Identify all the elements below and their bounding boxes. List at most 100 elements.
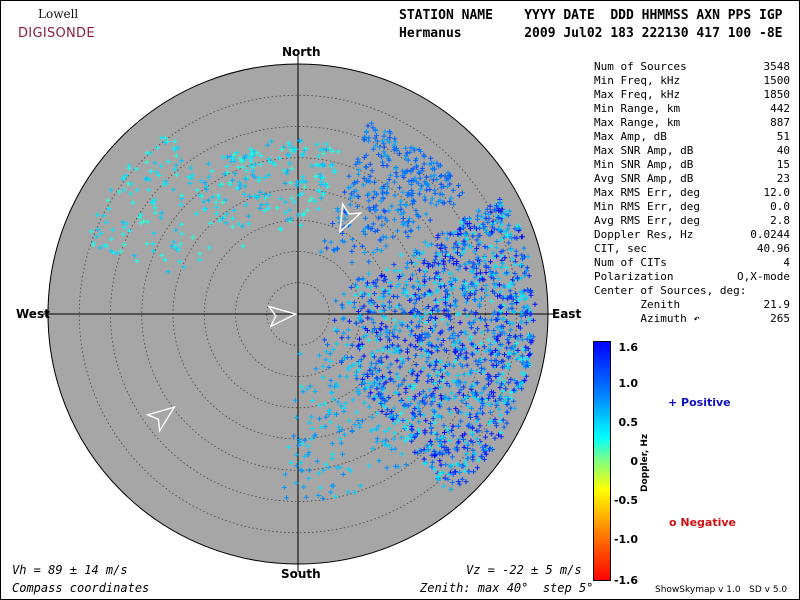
source-point xyxy=(396,273,402,279)
source-point xyxy=(399,252,404,258)
source-point xyxy=(317,402,323,408)
source-point xyxy=(312,432,318,438)
source-point xyxy=(296,437,302,443)
source-point xyxy=(101,242,107,248)
source-point xyxy=(526,353,532,358)
source-point xyxy=(507,284,513,289)
source-point xyxy=(344,342,350,348)
source-point xyxy=(501,234,507,240)
source-point xyxy=(424,331,430,337)
source-point xyxy=(313,366,319,372)
source-point xyxy=(387,280,393,285)
source-point xyxy=(437,470,443,476)
source-point xyxy=(511,309,517,315)
source-point xyxy=(351,243,357,249)
source-point xyxy=(427,217,433,223)
source-point xyxy=(386,299,392,305)
source-point xyxy=(403,402,409,408)
source-point xyxy=(526,273,532,279)
source-point xyxy=(321,162,327,168)
source-point xyxy=(349,342,355,348)
source-point xyxy=(525,335,531,341)
source-point xyxy=(458,410,464,415)
source-point xyxy=(485,219,491,225)
source-point xyxy=(416,170,422,176)
source-point xyxy=(262,192,268,197)
source-point xyxy=(188,165,194,171)
source-point xyxy=(382,404,388,410)
source-point xyxy=(340,316,346,322)
source-point xyxy=(408,228,414,234)
source-point xyxy=(193,211,199,217)
source-point xyxy=(441,483,447,489)
source-point xyxy=(288,147,294,153)
source-point xyxy=(429,350,435,356)
source-point xyxy=(248,156,254,162)
source-point xyxy=(405,403,411,409)
source-point xyxy=(474,436,480,442)
source-point xyxy=(457,380,463,386)
source-point xyxy=(387,287,393,293)
source-point xyxy=(149,199,155,205)
source-point xyxy=(179,193,185,199)
source-point xyxy=(424,359,430,365)
source-point xyxy=(487,232,493,238)
stat-value: 0.0244 xyxy=(750,228,790,241)
source-point xyxy=(501,271,507,277)
source-point xyxy=(491,271,497,277)
source-point xyxy=(251,149,257,155)
source-point xyxy=(386,177,392,182)
source-point xyxy=(441,308,447,314)
source-point xyxy=(450,471,456,477)
colorbar-label: Doppler, Hz xyxy=(640,433,650,492)
source-point xyxy=(457,347,463,353)
source-point xyxy=(296,192,302,198)
source-point xyxy=(387,304,393,310)
source-point xyxy=(133,166,139,172)
source-point xyxy=(410,308,416,313)
source-point xyxy=(445,447,451,453)
source-point xyxy=(475,362,481,368)
source-point xyxy=(378,355,384,361)
source-point xyxy=(474,265,479,271)
source-point xyxy=(489,389,494,395)
source-point xyxy=(455,232,461,237)
source-point xyxy=(230,216,236,221)
source-point xyxy=(358,345,364,351)
source-point xyxy=(359,243,365,249)
source-point xyxy=(483,263,489,269)
source-point xyxy=(457,340,463,346)
source-point xyxy=(203,206,208,212)
source-point xyxy=(213,204,219,210)
source-point xyxy=(409,328,415,334)
stat-label: Max Amp, dB xyxy=(594,130,667,143)
source-point xyxy=(380,234,386,240)
source-point xyxy=(123,173,129,178)
source-point xyxy=(334,411,339,417)
source-point xyxy=(317,353,322,359)
source-point xyxy=(344,374,349,380)
source-point xyxy=(447,313,453,319)
source-point xyxy=(372,365,378,371)
source-point xyxy=(356,360,362,366)
source-point xyxy=(497,385,503,391)
source-point xyxy=(427,276,433,282)
source-point xyxy=(329,441,335,447)
source-point xyxy=(365,384,371,390)
source-point xyxy=(284,495,289,501)
source-point xyxy=(446,429,452,435)
source-point xyxy=(464,299,469,305)
source-point xyxy=(498,289,504,295)
source-point xyxy=(436,275,442,280)
source-point xyxy=(263,195,268,201)
source-point xyxy=(437,358,443,364)
source-point xyxy=(385,365,391,371)
source-point xyxy=(409,177,415,183)
source-point xyxy=(485,402,491,407)
source-point xyxy=(427,438,433,444)
source-point xyxy=(127,228,133,234)
source-point xyxy=(427,421,433,426)
source-point xyxy=(458,351,464,357)
source-point xyxy=(384,327,390,333)
source-point xyxy=(422,274,428,279)
